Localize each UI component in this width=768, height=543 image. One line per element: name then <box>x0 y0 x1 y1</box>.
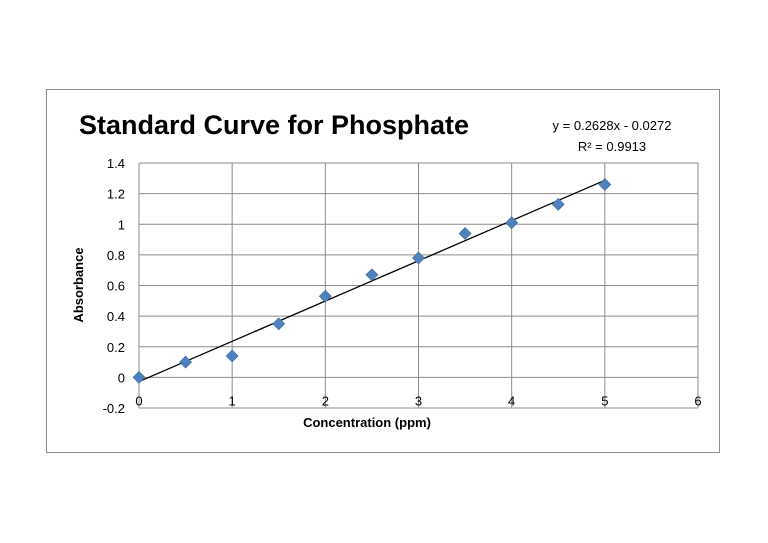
x-tick-label: 4 <box>508 393 515 408</box>
y-tick-label: 0.8 <box>107 248 125 263</box>
y-tick-label: 0.2 <box>107 340 125 355</box>
data-points <box>132 178 612 384</box>
x-tick-label: 1 <box>229 393 236 408</box>
data-point-marker <box>598 178 612 191</box>
chart-area: Standard Curve for Phosphate y = 0.2628x… <box>46 89 720 453</box>
data-point-marker <box>272 317 286 331</box>
y-tick-label: 0 <box>118 370 125 385</box>
data-point-marker <box>318 289 332 303</box>
y-tick-label: 0.6 <box>107 279 125 294</box>
data-point-marker <box>551 197 565 211</box>
x-axis-label: Concentration (ppm) <box>303 415 431 430</box>
trendline-r-squared: R² = 0.9913 <box>578 139 646 154</box>
y-axis-label: Absorbance <box>71 247 86 322</box>
y-tick-label: 1.2 <box>107 187 125 202</box>
y-tick-label: -0.2 <box>103 401 125 416</box>
tick-labels: -0.2 0 0.2 0.4 0.6 0.8 1 1.2 1.4 0 1 2 3 4 5 6 <box>103 156 702 416</box>
x-tick-label: 3 <box>415 393 422 408</box>
data-point-marker <box>458 227 472 240</box>
data-point-marker <box>412 251 425 265</box>
y-tick-label: 1 <box>118 217 125 232</box>
data-point-marker <box>365 268 379 282</box>
x-tick-label: 2 <box>322 393 329 408</box>
data-point-marker <box>505 216 519 230</box>
trendline-equation: y = 0.2628x - 0.0272 <box>553 118 672 133</box>
y-tick-label: 1.4 <box>107 156 125 171</box>
gridlines <box>138 162 699 409</box>
data-point-marker <box>225 349 239 363</box>
y-tick-label: 0.4 <box>107 309 125 324</box>
x-tick-label: 5 <box>601 393 608 408</box>
data-point-marker <box>179 355 193 369</box>
x-tick-label: 0 <box>135 393 142 408</box>
data-point-marker <box>132 370 146 384</box>
chart-svg: Standard Curve for Phosphate y = 0.2628x… <box>71 110 702 430</box>
x-tick-label: 6 <box>694 393 701 408</box>
chart-title: Standard Curve for Phosphate <box>79 110 469 140</box>
